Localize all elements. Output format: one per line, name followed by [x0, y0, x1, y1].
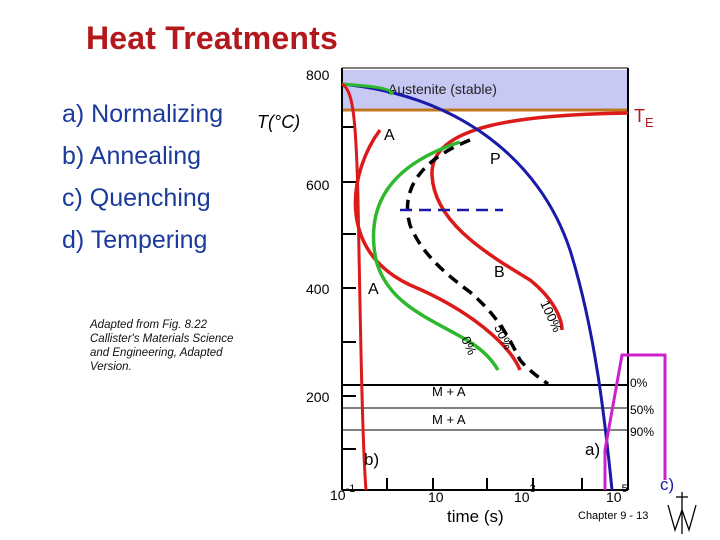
path-label-a: a): [585, 440, 600, 459]
y-axis-label: T(°C): [257, 112, 300, 132]
credit-line: Version.: [90, 361, 132, 373]
credit-line: and Engineering, Adapted: [90, 347, 223, 359]
x-tick-exp: 5: [622, 483, 628, 495]
publisher-logo: [667, 492, 697, 534]
page-title: Heat Treatments: [86, 20, 338, 56]
transform-finish-curve: [430, 111, 629, 331]
treatment-normalizing: a) Normalizing: [62, 100, 224, 128]
x-tick-label: 103: [514, 483, 536, 505]
transform-half-curve: [405, 138, 550, 386]
path-label-c: c): [660, 475, 674, 494]
curve-label-100: 100%: [537, 298, 565, 335]
y-tick-800: 800: [306, 67, 330, 83]
te-label: TE: [634, 106, 654, 130]
x-tick-exp: -1: [346, 483, 356, 495]
p-label: P: [490, 151, 501, 168]
y-tick-400: 400: [306, 281, 330, 297]
x-tick-base: 10: [428, 489, 444, 505]
source-credit: Adapted from Fig. 8.22 Callister's Mater…: [90, 318, 233, 374]
x-tick-label: 10-1: [330, 483, 355, 503]
x-tick-exp: 3: [530, 483, 536, 495]
y-ticks: [342, 126, 356, 450]
annealing-path: [341, 82, 614, 491]
a-label-lower: A: [368, 281, 379, 298]
x-axis-label: time (s): [447, 507, 504, 526]
x-tick-base: 10: [514, 489, 530, 505]
x-tick-label: 10: [428, 489, 444, 505]
treatment-quenching: c) Quenching: [62, 184, 211, 212]
credit-line: Adapted from Fig. 8.22: [90, 319, 207, 331]
ma-label-upper: M + A: [432, 384, 466, 399]
x-tick-base: 10: [330, 487, 346, 503]
te-label-main: T: [634, 106, 645, 126]
x-ticks: [386, 478, 583, 490]
treatment-tempering: d) Tempering: [62, 226, 208, 254]
normalizing-path-start: [341, 82, 394, 96]
austenite-label: Austenite (stable): [388, 81, 497, 97]
b-label: B: [494, 264, 505, 281]
te-label-sub: E: [645, 115, 654, 130]
path-label-b: b): [364, 450, 379, 469]
a-label-upper: A: [384, 127, 395, 144]
x-tick-label: 105: [606, 483, 628, 505]
tempering-path: [603, 353, 667, 490]
quenching-path: [341, 82, 368, 491]
transform-start-curve: [353, 128, 522, 371]
x-tick-base: 10: [606, 489, 622, 505]
y-tick-600: 600: [306, 177, 330, 193]
credit-line: Callister's Materials Science: [90, 333, 234, 345]
martensite-50: 50%: [630, 403, 654, 417]
martensite-0: 0%: [630, 376, 648, 390]
chapter-footer: Chapter 9 - 13: [578, 510, 649, 522]
ma-label-lower: M + A: [432, 412, 466, 427]
curve-label-0: 0%: [458, 334, 480, 358]
martensite-90: 90%: [630, 425, 654, 439]
y-tick-200: 200: [306, 389, 330, 405]
normalizing-path: [371, 140, 500, 371]
treatment-annealing: b) Annealing: [62, 142, 202, 170]
